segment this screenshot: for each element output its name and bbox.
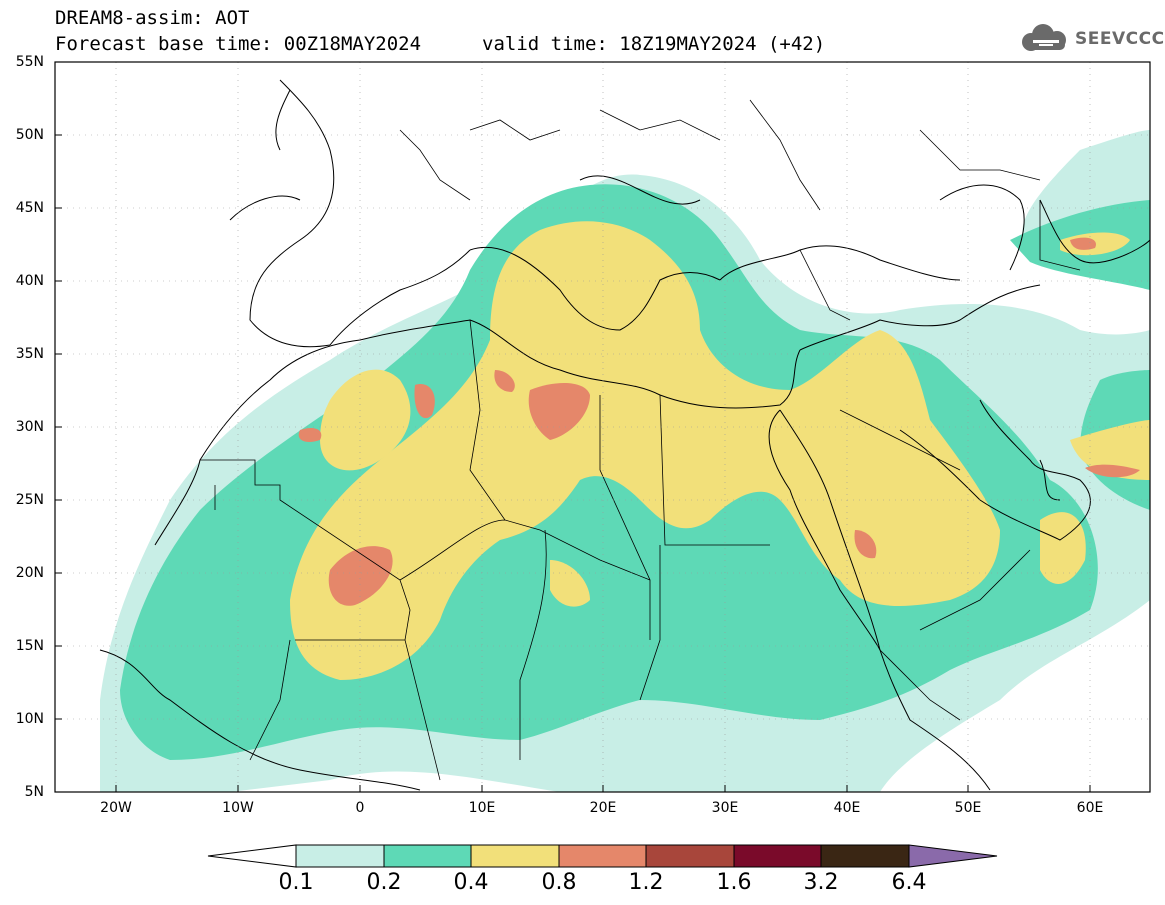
lon-label-30e: 30E [711, 800, 739, 816]
lon-label-20e: 20E [589, 800, 617, 816]
lat-label-30n: 30N [15, 419, 44, 435]
borders [200, 99, 1081, 781]
colorbar-above-triangle [908, 844, 998, 868]
colorbar-label-1-2: 1.2 [628, 870, 664, 895]
lon-label-20w: 20W [100, 800, 132, 816]
colorbar-bin-3 [470, 844, 560, 868]
lat-label-25n: 25N [15, 492, 44, 508]
colorbar-bin-7 [820, 844, 910, 868]
lat-label-55n: 55N [15, 54, 44, 70]
lat-label-40n: 40N [15, 273, 44, 289]
colorbar [207, 844, 998, 868]
lat-label-10n: 10N [15, 711, 44, 727]
logo-text: SEEVCCC [1075, 29, 1165, 49]
lat-label-35n: 35N [15, 346, 44, 362]
colorbar-bin-6 [733, 844, 822, 868]
lon-label-10w: 10W [222, 800, 254, 816]
lon-label-10e: 10E [468, 800, 496, 816]
lon-label-50e: 50E [954, 800, 982, 816]
lat-label-45n: 45N [15, 200, 44, 216]
colorbar-label-3-2: 3.2 [803, 870, 839, 895]
colorbar-bin-5 [645, 844, 735, 868]
coastlines [99, 79, 1150, 791]
colorbar-label-0-1: 0.1 [278, 870, 314, 895]
colorbar-below-triangle [207, 844, 297, 868]
colorbar-bin-1 [295, 844, 385, 868]
cloud-icon [1022, 24, 1066, 51]
lon-label-60e: 60E [1076, 800, 1104, 816]
lon-label-0: 0 [355, 800, 365, 816]
colorbar-bin-2 [383, 844, 472, 868]
aot-field [100, 130, 1150, 792]
title-line-1: DREAM8-assim: AOT [55, 7, 250, 29]
lat-label-50n: 50N [15, 127, 44, 143]
axis-ticks [55, 61, 1091, 793]
title-line-2: Forecast base time: 00Z18MAY2024 [55, 33, 422, 55]
lat-label-5n: 5N [24, 784, 44, 800]
colorbar-label-0-2: 0.2 [366, 870, 402, 895]
lat-label-15n: 15N [15, 638, 44, 654]
lat-label-20n: 20N [15, 565, 44, 581]
colorbar-label-1-6: 1.6 [716, 870, 752, 895]
lon-label-40e: 40E [833, 800, 861, 816]
colorbar-label-6-4: 6.4 [891, 870, 927, 895]
colorbar-label-0-4: 0.4 [453, 870, 489, 895]
graticule [55, 62, 1150, 792]
colorbar-label-0-8: 0.8 [541, 870, 577, 895]
colorbar-bin-4 [558, 844, 647, 868]
valid-time: valid time: 18Z19MAY2024 (+42) [482, 33, 826, 55]
